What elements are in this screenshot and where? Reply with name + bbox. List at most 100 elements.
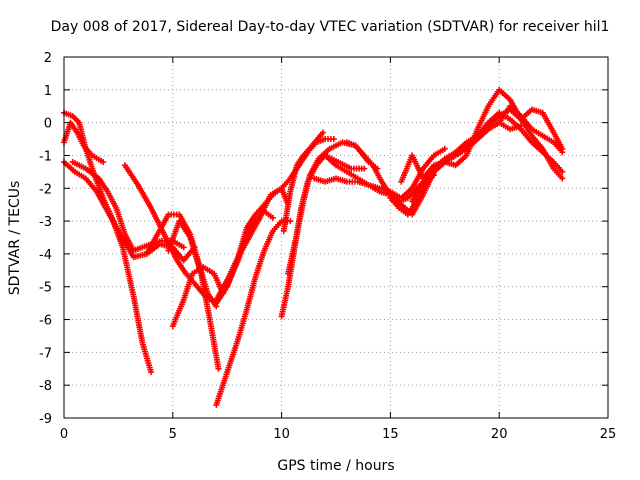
data-point xyxy=(243,276,258,313)
y-tick-label: 0 xyxy=(44,117,52,132)
y-tick-label: -7 xyxy=(39,346,52,361)
data-point xyxy=(100,159,107,166)
data-point xyxy=(550,165,564,180)
data-point xyxy=(104,188,119,209)
data-point xyxy=(67,119,79,134)
data-point xyxy=(278,177,292,192)
data-point xyxy=(130,293,145,344)
data-point xyxy=(326,140,344,152)
data-point xyxy=(224,256,241,290)
chart-title: Day 008 of 2017, Sidereal Day-to-day VTE… xyxy=(51,19,610,35)
y-axis-label: SDTVAR / TECUs xyxy=(7,181,23,296)
data-point xyxy=(74,129,86,147)
data-point xyxy=(330,136,337,143)
data-point xyxy=(378,178,393,196)
data-point xyxy=(430,147,446,159)
data-point xyxy=(539,109,556,134)
data-point xyxy=(287,218,294,225)
series-7 xyxy=(169,264,226,330)
data-point xyxy=(452,154,468,169)
y-tick-label: -4 xyxy=(39,248,52,263)
x-tick-label: 25 xyxy=(600,427,617,442)
data-point xyxy=(180,244,187,251)
data-point xyxy=(559,168,566,175)
data-point xyxy=(550,129,565,150)
data-point xyxy=(496,105,512,126)
data-point xyxy=(130,245,144,254)
data-point xyxy=(119,244,137,298)
data-point xyxy=(148,369,155,376)
data-point xyxy=(463,137,479,152)
y-tick-label: -8 xyxy=(39,379,52,394)
data-point xyxy=(169,299,186,330)
plot-frame xyxy=(63,56,609,419)
y-tick-label: 2 xyxy=(44,51,52,66)
data-point xyxy=(280,190,293,234)
data-point xyxy=(215,365,222,372)
data-point xyxy=(180,246,197,264)
data-point xyxy=(213,371,230,408)
data-point xyxy=(311,175,326,185)
data-point xyxy=(528,139,544,154)
grid xyxy=(64,57,608,418)
data-point xyxy=(517,113,534,131)
y-tick-label: -3 xyxy=(39,215,52,230)
data-point xyxy=(278,285,291,320)
data-point xyxy=(559,175,566,182)
data-point xyxy=(539,132,555,145)
y-tick-label: -9 xyxy=(39,412,52,427)
data-point xyxy=(474,127,490,143)
data-point xyxy=(376,188,392,198)
data-point xyxy=(134,181,153,210)
data-point xyxy=(441,145,448,152)
data-point xyxy=(245,216,262,241)
data-point xyxy=(306,157,321,179)
data-point xyxy=(361,165,368,172)
data-point xyxy=(335,159,353,171)
data-point xyxy=(76,119,89,150)
axis-ticks: 0 5 10 15 20 25 -9 -8 -7 -6 -5 -4 -3 -2 -1 0 1 2 xyxy=(39,51,616,442)
data-point xyxy=(235,308,250,343)
data-point xyxy=(333,175,348,185)
series-21 xyxy=(452,103,566,159)
data-point xyxy=(507,103,523,118)
data-point xyxy=(404,200,419,218)
data-point xyxy=(95,175,110,193)
data-point xyxy=(252,203,266,218)
data-point xyxy=(300,174,313,205)
data-point xyxy=(174,257,188,275)
data-point xyxy=(430,160,446,175)
data-point xyxy=(165,220,182,254)
data-point xyxy=(319,129,326,136)
data-point xyxy=(69,159,87,171)
data-point xyxy=(322,152,338,167)
data-point xyxy=(369,162,384,183)
data-point xyxy=(93,188,110,213)
data-point xyxy=(139,339,154,373)
x-tick-label: 10 xyxy=(273,427,290,442)
x-axis-label: GPS time / hours xyxy=(277,458,394,474)
data-point xyxy=(235,226,250,261)
x-tick-label: 5 xyxy=(169,427,177,442)
data-point xyxy=(343,168,359,181)
data-point xyxy=(322,176,337,185)
series-1 xyxy=(61,109,155,376)
data-point xyxy=(269,220,283,234)
x-tick-label: 20 xyxy=(491,427,508,442)
data-point xyxy=(309,131,325,149)
data-point xyxy=(333,162,348,174)
data-point xyxy=(261,193,275,208)
data-point xyxy=(285,233,300,277)
data-point xyxy=(71,168,87,181)
series-8 xyxy=(213,218,294,408)
data-point xyxy=(121,231,136,252)
data-point xyxy=(176,218,192,239)
data-point xyxy=(285,246,298,290)
data-point xyxy=(213,303,220,310)
data-points xyxy=(61,86,566,408)
y-tick-label: -5 xyxy=(39,281,52,296)
series-13 xyxy=(280,129,326,234)
data-point xyxy=(261,230,275,254)
data-point xyxy=(404,187,418,202)
data-point xyxy=(559,149,566,156)
